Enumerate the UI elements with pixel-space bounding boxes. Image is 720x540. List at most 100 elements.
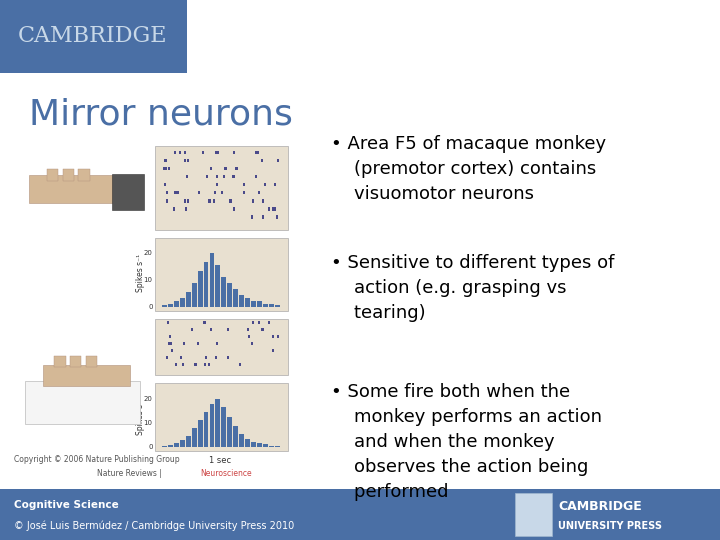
Text: UNIVERSITY PRESS: UNIVERSITY PRESS [558, 521, 662, 531]
Bar [43, 364, 130, 386]
Bar [248, 335, 250, 338]
Text: Neuroscience: Neuroscience [200, 469, 252, 478]
Bar [175, 363, 177, 366]
Bar [274, 207, 276, 211]
Bar [245, 439, 250, 447]
Bar [162, 446, 167, 447]
Bar [215, 356, 217, 359]
Bar [180, 441, 185, 447]
Text: CAMBRIDGE: CAMBRIDGE [18, 25, 168, 48]
Bar [233, 289, 238, 307]
Bar [155, 319, 288, 375]
Bar [261, 328, 264, 331]
Text: 1 sec: 1 sec [209, 456, 230, 465]
Bar [251, 321, 253, 324]
Bar [187, 159, 189, 162]
Bar [276, 215, 279, 219]
Bar [222, 276, 226, 307]
Bar [183, 342, 185, 345]
Bar [258, 191, 260, 194]
Bar [166, 199, 168, 202]
Text: Mirror neurons: Mirror neurons [29, 97, 292, 131]
Bar [238, 363, 240, 366]
Bar [210, 404, 215, 447]
Bar [263, 303, 268, 307]
Bar [251, 342, 253, 345]
Bar [163, 167, 165, 170]
Bar [210, 253, 215, 307]
Bar [155, 383, 288, 451]
Bar [262, 199, 264, 202]
Text: 10: 10 [143, 276, 153, 283]
Text: Nature Reviews |: Nature Reviews | [97, 469, 164, 478]
Bar [168, 342, 170, 345]
Bar [215, 399, 220, 447]
Bar [228, 417, 233, 447]
Text: 20: 20 [144, 395, 153, 402]
Text: • Sensitive to different types of
    action (e.g. grasping vs
    tearing): • Sensitive to different types of action… [331, 254, 615, 322]
Bar [63, 169, 74, 181]
Bar [264, 183, 266, 186]
Bar [256, 151, 258, 154]
Bar [235, 167, 237, 170]
Bar [197, 271, 202, 307]
Bar [269, 207, 271, 211]
Bar [515, 493, 552, 536]
Bar [169, 335, 171, 338]
Bar [271, 335, 274, 338]
Text: CAMBRIDGE: CAMBRIDGE [558, 500, 642, 513]
Bar [168, 445, 173, 447]
Bar [165, 167, 167, 170]
Bar [227, 328, 229, 331]
Bar [173, 207, 175, 211]
Bar [257, 443, 262, 447]
Bar [186, 436, 191, 447]
Bar [239, 434, 244, 447]
Bar [25, 381, 140, 424]
Bar [252, 199, 254, 202]
Bar [251, 215, 253, 219]
Bar [269, 446, 274, 447]
Bar [192, 428, 197, 447]
Bar [167, 321, 169, 324]
Bar [166, 191, 168, 194]
Text: © José Luis Bermúdez / Cambridge University Press 2010: © José Luis Bermúdez / Cambridge Univers… [14, 521, 294, 531]
Bar [235, 167, 238, 170]
Bar [228, 283, 233, 307]
Text: • Area F5 of macaque monkey
    (premotor cortex) contains
    visuomotor neuron: • Area F5 of macaque monkey (premotor co… [331, 135, 606, 203]
Bar [271, 349, 274, 352]
Bar [184, 151, 186, 154]
Bar [174, 191, 176, 194]
Bar [171, 349, 173, 352]
Bar [0, 489, 720, 540]
Bar [170, 342, 172, 345]
Bar [255, 151, 257, 154]
Bar [180, 356, 182, 359]
Bar [185, 207, 187, 211]
Bar [202, 321, 204, 324]
Bar [243, 191, 246, 194]
Bar [216, 175, 218, 178]
Bar [182, 363, 184, 366]
Bar [210, 167, 212, 170]
Bar [275, 305, 280, 307]
Text: 0: 0 [148, 444, 153, 450]
Bar [204, 262, 209, 307]
Bar [112, 174, 144, 210]
Text: 20: 20 [144, 249, 153, 256]
Bar [233, 175, 235, 178]
Bar [205, 356, 207, 359]
Bar [216, 342, 218, 345]
Bar [227, 356, 229, 359]
Bar [204, 363, 206, 366]
Bar [230, 199, 232, 202]
Text: Spikes s⁻¹: Spikes s⁻¹ [136, 254, 145, 292]
Bar [166, 356, 168, 359]
Bar [205, 175, 207, 178]
Bar [256, 175, 258, 178]
Bar [191, 328, 193, 331]
Bar [186, 199, 189, 202]
Bar [176, 191, 179, 194]
Bar [186, 175, 188, 178]
Bar [184, 159, 186, 162]
